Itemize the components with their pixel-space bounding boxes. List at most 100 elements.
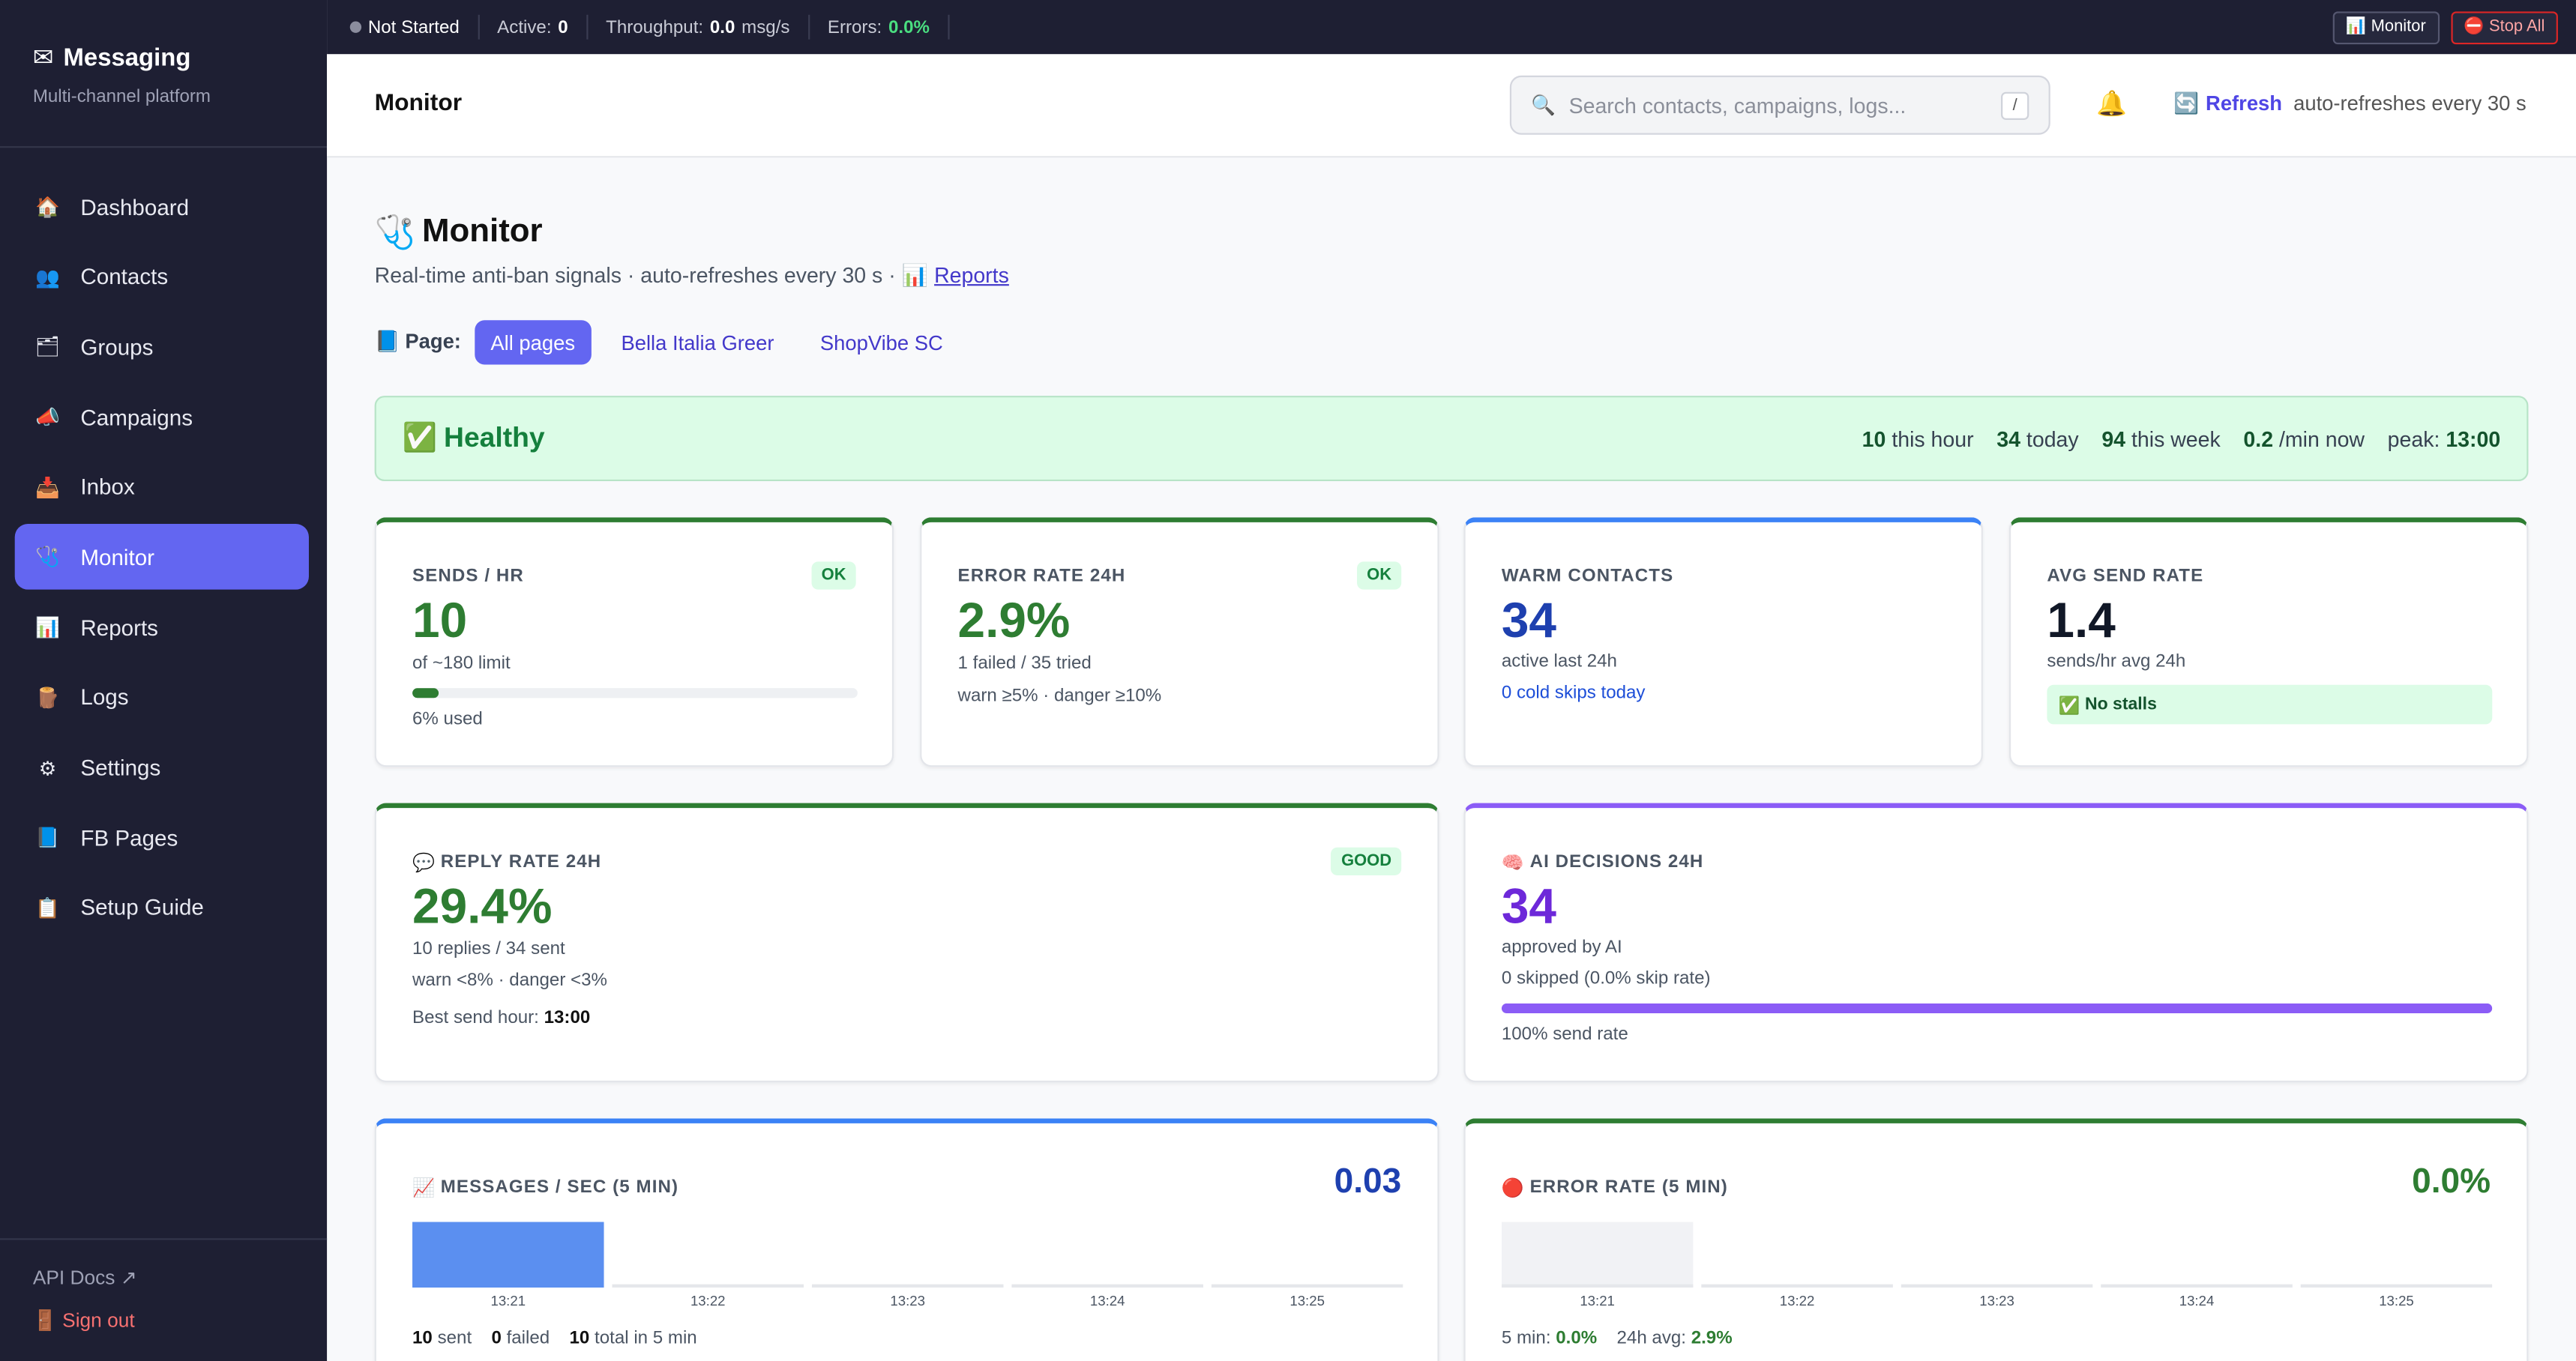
- send-rate-text: 100% send rate: [1501, 1024, 1628, 1045]
- card-sub: of ~180 limit: [412, 654, 511, 674]
- stat-label: this week: [2131, 426, 2221, 451]
- bell-icon[interactable]: 🔔: [2096, 90, 2128, 118]
- sidebar-item-campaigns[interactable]: 📣 Campaigns: [15, 384, 309, 450]
- search-box[interactable]: 🔍 /: [1509, 75, 2050, 135]
- usage-bar: [412, 688, 858, 698]
- monitor-button-label: Monitor: [2371, 18, 2426, 37]
- chart-footer: 5 min: 0.0% 24h avg: 2.9%: [1502, 1329, 1733, 1348]
- api-docs-link[interactable]: API Docs ↗: [32, 1266, 137, 1290]
- stop-icon: ⛔: [2464, 18, 2485, 37]
- brand-name: Messaging: [63, 43, 191, 72]
- send-rate-bar-fill: [1501, 1003, 2493, 1014]
- sidebar-divider: [0, 146, 328, 148]
- error-rate-card: Error rate 24h OK 2.9% 1 failed / 35 tri…: [920, 517, 1439, 767]
- stat-value: 13:00: [2446, 426, 2501, 451]
- page-filter-shopvibe[interactable]: ShopVibe SC: [819, 331, 943, 354]
- bar-chart-icon: 📊: [2345, 18, 2367, 37]
- sidebar-item-label: Dashboard: [80, 194, 190, 220]
- stat-peak: peak: 13:00: [2388, 426, 2501, 451]
- chart-tick-label: 13:22: [690, 1293, 726, 1309]
- chart-bar: [1501, 1284, 1694, 1288]
- sends-per-hour-card: Sends / hr OK 10 of ~180 limit 6% used: [374, 517, 894, 767]
- sidebar-item-monitor[interactable]: 🩺 Monitor: [14, 524, 309, 591]
- failed-value: 0: [491, 1328, 502, 1349]
- errors-value: 0.0%: [888, 17, 930, 37]
- chart-bar: [811, 1284, 1004, 1288]
- sidebar-nav: 🏠 Dashboard 👥 Contacts 🗂 Groups 📣 Campaigns …: [14, 174, 309, 945]
- sidebar-item-contacts[interactable]: 👥 Contacts: [15, 244, 309, 310]
- reply-rate-card: 💬 Reply rate 24h GOOD 29.4% 10 replies / …: [374, 803, 1439, 1083]
- sidebar-item-label: Settings: [80, 755, 161, 780]
- page-filter-all[interactable]: All pages: [474, 320, 592, 365]
- sidebar-item-groups[interactable]: 🗂 Groups: [15, 314, 309, 380]
- sent-count: 10 sent: [412, 1329, 472, 1348]
- refresh-label: Refresh: [2206, 91, 2283, 115]
- failed-count: 0 failed: [491, 1329, 550, 1348]
- card-sub: 1 failed / 35 tried: [957, 654, 1092, 674]
- sidebar-item-inbox[interactable]: 📥 Inbox: [15, 454, 309, 520]
- chart-bar-bg: [1501, 1222, 1694, 1288]
- cold-skips-link[interactable]: 0 cold skips today: [1501, 683, 1646, 703]
- refresh-icon: 🔄: [2173, 91, 2200, 115]
- search-icon: 🔍: [1531, 93, 1556, 117]
- brand-icon: ✉: [32, 44, 54, 73]
- sidebar-item-setup-guide[interactable]: 📋 Setup Guide: [15, 875, 309, 941]
- check-icon: ✅: [2058, 695, 2080, 716]
- sidebar-item-label: Reports: [80, 615, 158, 640]
- throughput-value: 0.0: [709, 17, 735, 37]
- search-shortcut: /: [2001, 91, 2029, 120]
- stat-today: 34 today: [1996, 426, 2078, 451]
- ai-decisions-card: 🧠 AI decisions 24h 34 approved by AI 0 sk…: [1463, 803, 2529, 1083]
- usage-text: 6% used: [412, 709, 483, 729]
- brand[interactable]: ✉ Messaging: [33, 43, 191, 72]
- card-value: 0.03: [1334, 1162, 1402, 1201]
- bar-chart-icon: 📊: [901, 262, 929, 288]
- reports-link[interactable]: Reports: [934, 262, 1009, 288]
- sidebar-item-dashboard[interactable]: 🏠 Dashboard: [15, 174, 309, 240]
- chart-tick-label: 13:25: [1289, 1293, 1325, 1309]
- card-value: 34: [1501, 880, 1557, 935]
- sidebar-divider: [0, 1238, 328, 1240]
- card-label: 🔴 Error rate (5 min): [1502, 1177, 1728, 1198]
- error-rate-chart: 13:21 13:22 13:23 13:24 13:25: [1501, 1222, 2493, 1309]
- monitor-button[interactable]: 📊 Monitor: [2332, 10, 2440, 44]
- health-status: ✅ Healthy: [403, 422, 545, 455]
- page-label-text: Page:: [405, 330, 461, 354]
- clipboard-icon: 📋: [35, 896, 60, 920]
- sign-out-link[interactable]: 🚪 Sign out: [33, 1309, 135, 1332]
- sidebar-item-reports[interactable]: 📊 Reports: [15, 595, 309, 661]
- search-input[interactable]: [1568, 92, 1980, 118]
- page-filter-bella-italia[interactable]: Bella Italia Greer: [621, 331, 774, 354]
- chart-bar: [1701, 1284, 1893, 1288]
- best-send-hour: Best send hour: 13:00: [412, 1008, 590, 1027]
- page-title-text: Monitor: [421, 213, 543, 250]
- chart-footer: 10 sent 0 failed 10 total in 5 min: [412, 1329, 697, 1348]
- page-filter: 📘 Page: All pages Bella Italia Greer Shop…: [374, 320, 960, 365]
- book-icon: 📘: [374, 330, 400, 354]
- sidebar-item-settings[interactable]: ⚙ Settings: [15, 735, 309, 801]
- status-badge: OK: [811, 561, 856, 590]
- inbox-icon: 📥: [35, 475, 60, 499]
- sidebar-item-logs[interactable]: 🪵 Logs: [15, 665, 309, 731]
- messages-chart: 13:21 13:22 13:23 13:24 13:25: [412, 1222, 1403, 1309]
- failed-label: failed: [506, 1328, 550, 1349]
- sidebar-item-label: FB Pages: [80, 825, 178, 851]
- bar-chart-icon: 📊: [35, 616, 60, 639]
- book-icon: 📘: [35, 826, 60, 850]
- stat-value: 10: [1862, 426, 1886, 451]
- usage-bar-fill: [412, 688, 439, 698]
- health-status-text: Healthy: [444, 422, 545, 453]
- best-hour-value: 13:00: [544, 1008, 591, 1028]
- engine-status: Not Started: [332, 14, 480, 40]
- sidebar-item-label: Inbox: [80, 474, 135, 500]
- chart-bar: [1901, 1284, 2093, 1288]
- chart-tick-label: 13:21: [490, 1293, 526, 1309]
- sidebar-item-label: Contacts: [80, 265, 169, 290]
- refresh-button[interactable]: 🔄 Refresh: [2173, 92, 2282, 117]
- stat-this-hour: 10 this hour: [1862, 426, 1974, 451]
- contacts-icon: 👥: [35, 265, 60, 289]
- stat-rate: 0.2 /min now: [2243, 426, 2365, 451]
- stop-all-button[interactable]: ⛔ Stop All: [2450, 10, 2558, 44]
- avg-send-rate-card: Avg send rate 1.4 sends/hr avg 24h ✅ No s…: [2008, 517, 2529, 767]
- sidebar-item-fb-pages[interactable]: 📘 FB Pages: [15, 805, 309, 871]
